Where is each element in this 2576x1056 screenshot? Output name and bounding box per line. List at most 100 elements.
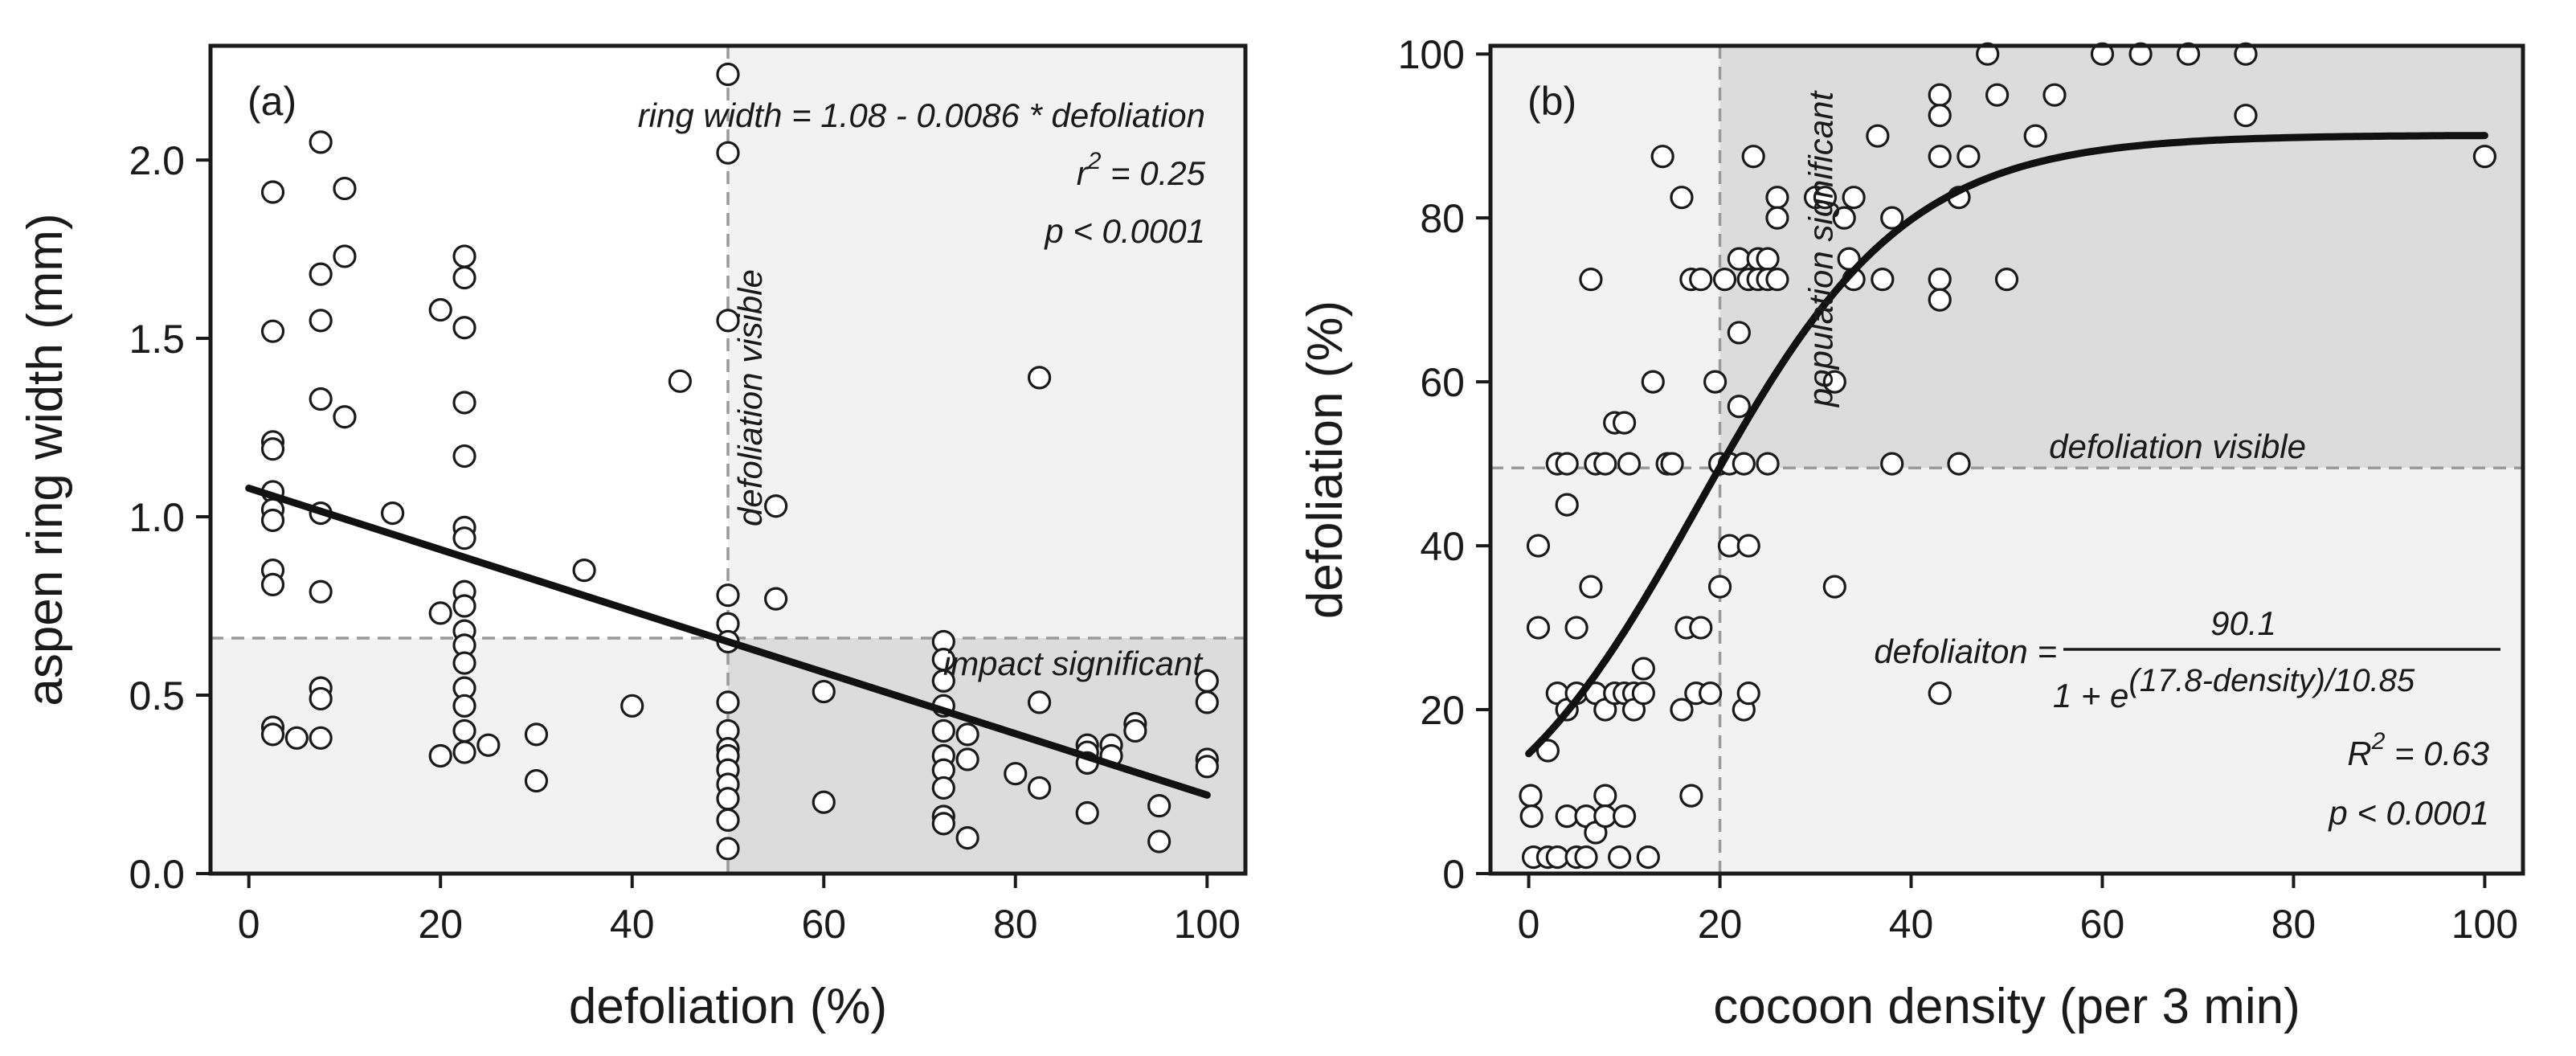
panel-b-data-point [1880,206,1904,230]
panel-b-label: (b) [1527,79,1576,124]
panel-b-data-point [2042,83,2067,107]
panel-a-data-point [428,601,452,625]
panel-a-data-point [931,669,955,693]
panel-b-data-point [1880,452,1904,476]
panel-a-background [211,46,1245,874]
panel-b-data-point [1660,452,1684,476]
panel-a-data-point [333,244,357,268]
panel-b-data-point [1617,452,1642,476]
panel-a-r-squared: r2 = 0.25 [1077,148,1206,192]
panel-b-data-point [1641,370,1665,394]
panel-b-data-point [2023,124,2047,148]
panel-a-data-point [452,651,476,675]
panel-b-logistic-curve [1525,132,2488,758]
panel-a-data-point [524,768,549,793]
panel-a-region-unaffected [211,46,728,638]
panel-b-vertical-threshold-label: population significant [1802,90,1840,409]
panel-b-data-point [1579,575,1603,599]
panel-b-data-point [1689,616,1713,640]
panel-a-vertical-threshold-label: defoliation visible [731,269,769,526]
panel-a-data-point [1027,366,1052,390]
panel-b-data-point [1579,268,1603,292]
panel-b-data-point [1928,268,1952,292]
panel-a-y-tick-label: 1.0 [129,495,185,540]
panel-a-data-point [260,722,285,747]
panel-a-data-point [428,743,452,768]
panel-b-data-point [1813,186,1838,210]
panel-b-y-axis-label: defoliation (%) [1298,301,1353,619]
panel-a-data-point [309,130,333,154]
panel-a-data-point [452,316,476,340]
panel-a-data-point [764,494,788,518]
panel-b-data-point [1631,657,1655,681]
panel-a-data-point [572,559,596,583]
panel-a-axis-ticks: 0 20 40 60 80 100 0.0 0.5 1.0 1.5 2.0 [129,138,1241,947]
panel-b-equation-numerator: 90.1 [2210,604,2276,642]
panel-b-data-point [1928,288,1952,312]
panel-b-data-point [1593,804,1617,829]
panel-a-data-point [309,579,333,604]
panel-b-data-point [1564,616,1589,640]
panel-a-data-point [452,594,476,618]
panel-a-r-symbol: r [1077,154,1090,192]
panel-a-y-tick-label: 1.5 [129,317,185,362]
panel-b-data-point [1631,681,1655,706]
panel-b-data-point [1928,145,1952,169]
panel-b-data-point [1928,104,1952,128]
panel-b-data-point [2128,42,2153,66]
panel-a-data-point [1123,718,1147,743]
panel-a-x-tick-label: 60 [801,902,846,947]
panel-a-data-point [716,309,740,333]
panel-a-frame [208,43,1248,876]
panel-a-p-value: p < 0.0001 [1043,212,1205,250]
panel-a-x-tick-label: 80 [993,902,1038,947]
panel-a-data-point [1027,690,1052,714]
panel-a-data-point [668,369,692,393]
panel-a-data-point [1195,690,1219,714]
panel-b-data-point [1519,804,1544,829]
panel-a-x-tick-label: 20 [418,902,463,947]
panel-a-data-point [524,722,549,747]
panel-b-data-point [2234,42,2258,66]
panel-a-data-point [260,508,285,533]
panel-b-data-point [1765,268,1789,292]
panel-a-data-point [955,747,979,772]
panel-b-x-axis-label: cocoon density (per 3 min) [1713,979,2300,1034]
panel-a: 0 20 40 60 80 100 0.0 0.5 1.0 1.5 2.0 (a) ring wid… [18,43,1248,1034]
panel-b-data-point [1703,370,1728,394]
panel-b-data-point [1765,186,1789,210]
panel-b-frame [1488,43,2525,876]
panel-a-data-point [452,244,476,268]
panel-a-data-point [1195,755,1219,779]
panel-a-data-point [716,141,740,165]
panel-b-data-point [1650,145,1674,169]
panel-b-y-tick-label: 100 [1398,32,1465,77]
panel-a-data-point [931,812,955,836]
panel-b-data-point [1928,83,1952,107]
panel-b-data-point [1555,452,1579,476]
panel-b-data-point [1545,845,1569,870]
panel-a-data-point [260,319,285,343]
panel-b-data-point [1555,804,1579,829]
panel-a-horizontal-threshold-label: impact significant [943,645,1204,682]
panel-b-data-point [1741,145,1765,169]
panel-b-data-point [2234,104,2258,128]
panel-a-data-point [764,587,788,611]
panel-b-equation-denominator: 1 + e(17.8-density)/10.85 [2053,663,2415,714]
panel-b-data-point [1928,681,1952,706]
panel-a-y-tick-label: 0.5 [129,673,185,718]
panel-b-y-tick-label: 0 [1442,852,1465,897]
panel-a-data-point [452,740,476,764]
panel-b-data-point [1689,268,1713,292]
panel-a-data-point [716,62,740,87]
panel-b-data-point [1612,804,1637,829]
panel-b-data-point [1608,845,1632,870]
panel-a-region-defoliation-visible [728,46,1245,638]
panel-a-data-point [1147,829,1171,853]
panel-b-data-point [1736,534,1760,558]
panel-a-fit-line [245,485,1211,799]
panel-a-data-point [333,405,357,429]
panel-b-data-point [1612,411,1637,435]
panel-b-data-point [1756,247,1780,271]
panel-b: 0 20 40 60 80 100 0 20 40 60 80 100 (b) population … [1298,32,2525,1034]
